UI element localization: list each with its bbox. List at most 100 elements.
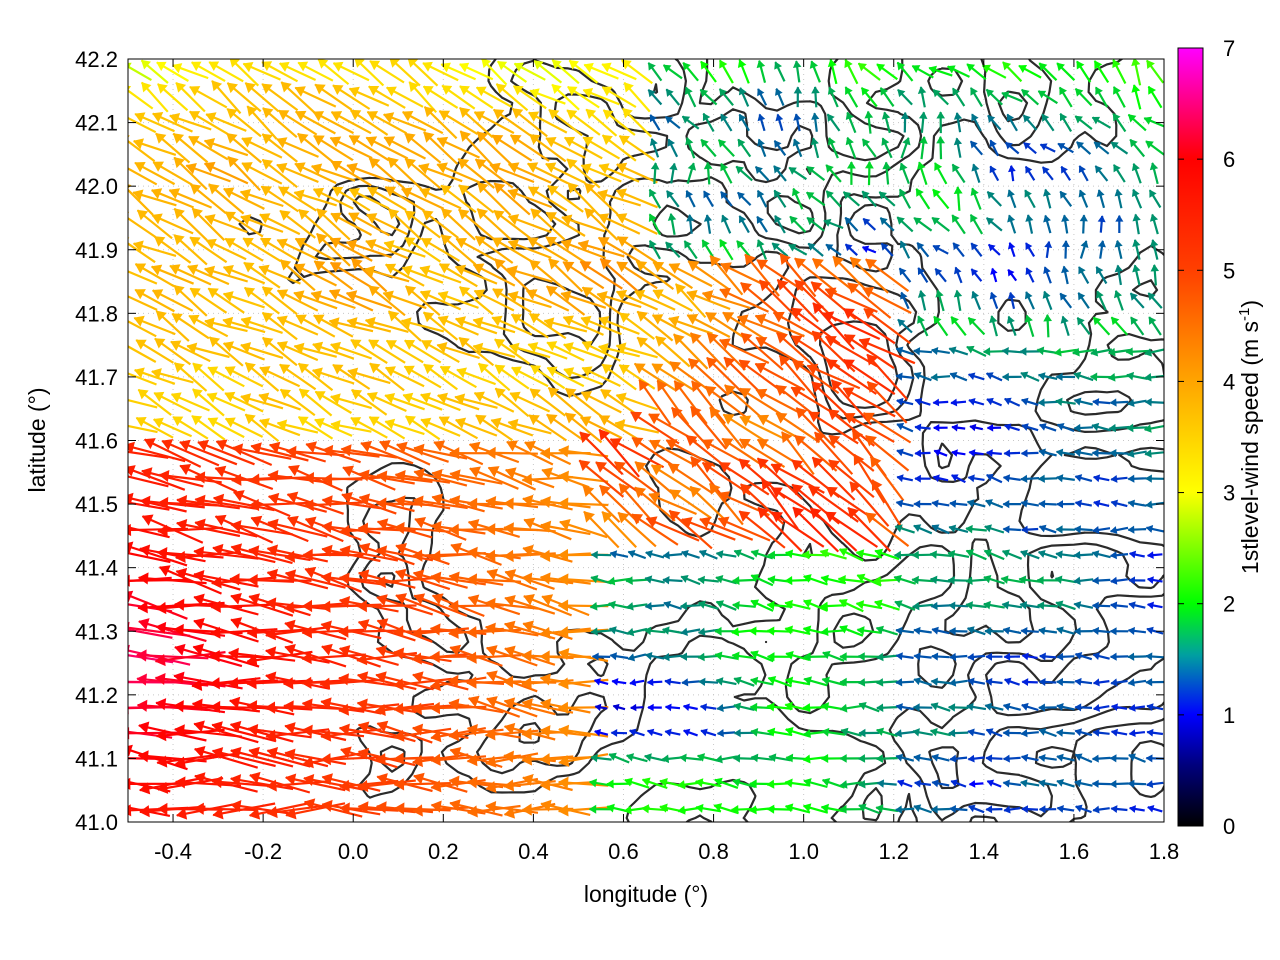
wind-vector-head	[284, 722, 296, 734]
wind-vector-head	[931, 626, 939, 635]
wind-vector-head	[301, 676, 312, 689]
wind-vector-head	[1074, 474, 1083, 482]
wind-vector-head	[248, 498, 260, 512]
wind-vector	[614, 419, 660, 434]
wind-vector-head	[750, 574, 760, 583]
wind-vector	[226, 82, 262, 113]
wind-vector	[724, 384, 765, 421]
wind-vector	[636, 336, 674, 367]
wind-vector-head	[579, 261, 592, 272]
wind-vector-head	[128, 314, 129, 316]
wind-vector-head	[757, 414, 770, 426]
wind-vector	[248, 593, 311, 617]
wind-vector-shaft	[321, 756, 382, 761]
wind-vector-shaft	[173, 674, 243, 690]
wind-vector-head	[174, 362, 185, 373]
wind-vector	[507, 418, 552, 435]
wind-vector	[1074, 499, 1092, 508]
wind-vector-head	[792, 360, 805, 372]
wind-vector-head	[317, 59, 329, 69]
wind-vector	[197, 439, 255, 466]
wind-vector-head	[1146, 728, 1154, 737]
wind-vector	[374, 702, 435, 717]
wind-vector-shaft	[287, 516, 344, 543]
wind-vector-head	[320, 729, 332, 742]
wind-vector-head	[509, 391, 521, 403]
wind-vector	[989, 315, 998, 337]
wind-vector-head	[803, 676, 812, 685]
wind-vector-head	[735, 165, 744, 175]
wind-vector	[948, 601, 969, 610]
wind-vector-head	[1020, 729, 1028, 738]
wind-vector-head	[466, 651, 477, 664]
wind-vector-head	[368, 157, 381, 169]
wind-vector-head	[792, 506, 805, 519]
wind-vector	[265, 597, 330, 611]
wind-vector-head	[700, 139, 709, 148]
wind-vector-head	[358, 493, 371, 506]
wind-vector	[953, 137, 963, 158]
wind-vector-head	[1074, 652, 1083, 660]
wind-vector-head	[855, 600, 865, 610]
wind-vector	[1146, 728, 1164, 737]
wind-vector	[330, 393, 372, 410]
wind-vector-head	[1110, 316, 1120, 326]
wind-vector-head	[862, 412, 875, 424]
wind-vector	[731, 576, 756, 585]
wind-vector-head	[750, 753, 759, 763]
wind-vector-head	[1025, 267, 1033, 276]
wind-vector	[1144, 373, 1164, 382]
wind-vector-shaft	[338, 677, 400, 688]
wind-vector-head	[811, 456, 824, 469]
wind-vector	[582, 87, 620, 106]
wind-vector-head	[156, 61, 167, 72]
wind-vector	[1073, 601, 1094, 610]
wind-vector	[778, 354, 817, 400]
wind-vector	[719, 287, 769, 313]
wind-vector-head	[259, 213, 271, 224]
wind-vector	[474, 235, 514, 264]
wind-vector	[895, 372, 914, 381]
wind-vector	[589, 602, 613, 611]
wind-vector	[794, 434, 838, 472]
wind-vector-head	[881, 137, 890, 146]
wind-vector	[1114, 188, 1123, 209]
wind-vector-head	[844, 59, 853, 69]
wind-vector-head	[682, 62, 691, 71]
wind-vector	[185, 162, 231, 183]
wind-vector-head	[230, 617, 243, 629]
wind-vector-head	[849, 256, 862, 269]
wind-vector	[775, 87, 785, 107]
wind-vector	[1038, 448, 1057, 457]
wind-vector	[969, 87, 983, 107]
wind-vector-head	[756, 239, 765, 248]
wind-vector-head	[736, 314, 749, 326]
wind-vector-shaft	[757, 506, 803, 553]
wind-vector	[382, 290, 427, 310]
wind-vector-head	[179, 439, 191, 452]
wind-vector-head	[896, 422, 905, 431]
wind-vector-head	[1024, 291, 1033, 300]
wind-vector-head	[985, 372, 994, 380]
wind-vector	[385, 339, 424, 364]
wind-vector	[750, 727, 774, 737]
wind-vector-head	[630, 703, 637, 712]
wind-vector	[1003, 397, 1021, 407]
wind-vector-shaft	[193, 722, 259, 744]
wind-vector-head	[134, 112, 146, 123]
wind-vector-head	[724, 384, 736, 396]
wind-vector-head	[864, 161, 874, 169]
wind-vector-head	[1000, 575, 1009, 584]
wind-vector-shaft	[375, 673, 434, 691]
wind-vector-head	[204, 265, 216, 277]
wind-vector	[950, 474, 966, 484]
wind-vector	[930, 346, 950, 356]
wind-vector-shaft	[247, 650, 313, 663]
wind-vector-head	[644, 651, 653, 661]
wind-vector	[135, 339, 174, 364]
wind-vector-shaft	[776, 278, 819, 323]
wind-vector	[986, 473, 1003, 484]
wind-vector-head	[736, 240, 745, 249]
wind-vector-head	[276, 137, 288, 149]
wind-vector-head	[298, 209, 310, 220]
